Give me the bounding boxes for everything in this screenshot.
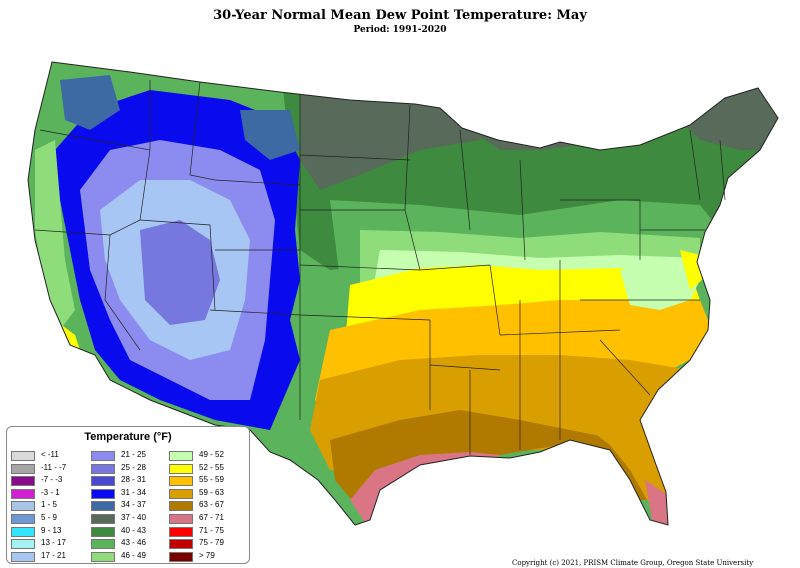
- legend-swatch: [169, 539, 193, 550]
- legend-label: 49 - 52: [199, 450, 224, 459]
- legend-label: 63 - 67: [199, 500, 224, 510]
- legend-swatch: [169, 476, 193, 487]
- legend-swatch: [11, 501, 35, 512]
- legend-label: -3 - 1: [41, 487, 60, 497]
- legend-swatch: [11, 463, 35, 474]
- legend-label: 52 - 55: [199, 462, 224, 472]
- copyright-text: Copyright (c) 2021, PRISM Climate Group,…: [512, 559, 754, 567]
- legend-swatch: [11, 539, 35, 550]
- legend-swatch: [91, 539, 115, 550]
- legend-swatch: [11, 451, 35, 461]
- legend-swatch: [91, 463, 115, 474]
- legend-label: 40 - 43: [121, 525, 146, 535]
- legend-swatch: [91, 476, 115, 487]
- legend-label: -11 - -7: [41, 462, 67, 472]
- state-boundaries: [27, 61, 779, 526]
- legend-swatch: [169, 514, 193, 524]
- legend-swatch: [91, 551, 115, 562]
- legend-swatch: [11, 514, 35, 524]
- legend-label: 21 - 25: [121, 450, 146, 459]
- legend-label: 1 - 5: [41, 500, 58, 510]
- legend-label: 67 - 71: [199, 513, 224, 522]
- legend-label: > 79: [199, 550, 215, 560]
- legend-swatch: [11, 476, 35, 487]
- legend-swatch: [169, 463, 193, 474]
- legend-swatch: [11, 526, 35, 537]
- legend-label: 75 - 79: [199, 538, 224, 548]
- legend-swatch: [169, 526, 193, 537]
- legend-swatch: [91, 451, 115, 461]
- legend-swatch: [169, 488, 193, 499]
- legend-swatch: [169, 551, 193, 562]
- legend-label: 43 - 46: [121, 538, 146, 548]
- legend-swatch: [91, 488, 115, 499]
- legend-swatch: [169, 501, 193, 512]
- legend-label: 34 - 37: [121, 500, 146, 510]
- legend-label: 46 - 49: [121, 550, 146, 560]
- contour-fill: [28, 62, 778, 525]
- legend-label: 71 - 75: [199, 525, 224, 535]
- legend-label: 5 - 9: [41, 513, 58, 522]
- legend-swatch: [11, 488, 35, 499]
- legend-swatch: [11, 551, 35, 562]
- legend: Temperature (°F) < -11 -11 - -7 -7 - -3 -3 …: [6, 426, 250, 564]
- legend-title: Temperature (°F): [84, 431, 172, 443]
- legend-label: -7 - -3: [41, 475, 63, 485]
- legend-label: 55 - 59: [199, 475, 224, 485]
- legend-label: 17 - 21: [41, 550, 66, 560]
- legend-swatch: [169, 451, 193, 461]
- legend-label: 37 - 40: [121, 513, 146, 522]
- legend-label: 59 - 63: [199, 487, 224, 497]
- legend-swatch: [91, 501, 115, 512]
- map-title: 30-Year Normal Mean Dew Point Temperatur…: [213, 8, 587, 23]
- map-subtitle: Period: 1991-2020: [353, 25, 447, 35]
- legend-swatch: [91, 514, 115, 524]
- legend-swatch: [91, 526, 115, 537]
- legend-label: 13 - 17: [41, 538, 66, 548]
- legend-label: 28 - 31: [121, 475, 146, 485]
- legend-label: 25 - 28: [121, 462, 146, 472]
- legend-label: 31 - 34: [121, 487, 146, 497]
- legend-label: 9 - 13: [41, 525, 62, 535]
- legend-label: < -11: [41, 450, 59, 459]
